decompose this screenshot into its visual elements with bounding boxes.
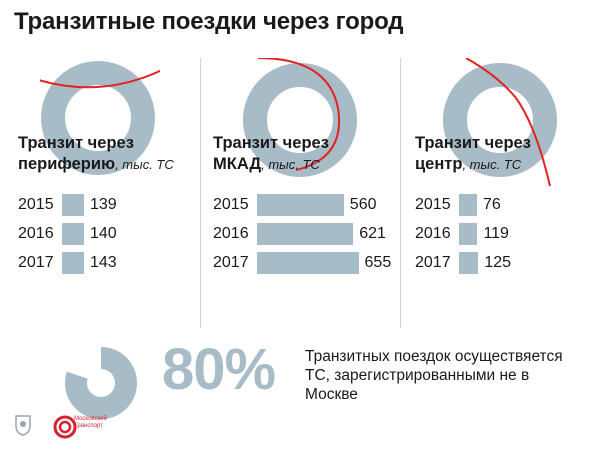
bar: [257, 194, 344, 216]
bar-year-label: 2017: [213, 254, 249, 271]
moscow-coat-of-arms-icon: [15, 415, 31, 436]
transport-logo-icon: [53, 415, 77, 439]
bar-value-label: 119: [483, 225, 509, 242]
chart-title-mkad: Транзит через МКАД, тыс. ТС: [213, 134, 329, 173]
page-title: Транзитные поездки через город: [14, 8, 404, 35]
bar: [257, 223, 354, 245]
bar-value-label: 560: [349, 196, 377, 213]
bar-year-label: 2015: [213, 196, 249, 213]
bar: [62, 252, 84, 274]
bar-value-label: 76: [483, 196, 501, 213]
chart-title-center: Транзит через центр, тыс. ТС: [415, 134, 531, 173]
bar: [459, 252, 479, 274]
bar-year-label: 2016: [415, 225, 451, 242]
transport-logo-text: Московский Транспорт: [74, 416, 107, 429]
bar-value-label: 143: [90, 254, 117, 271]
bar-value-label: 140: [90, 225, 117, 242]
bar: [459, 194, 477, 216]
bar: [459, 223, 478, 245]
bar-year-label: 2017: [415, 254, 451, 271]
bar: [62, 223, 84, 245]
bar-year-label: 2016: [18, 225, 54, 242]
summary-donut-arc: [65, 347, 137, 419]
donut-periphery-icon: [40, 61, 160, 175]
bar-value-label: 139: [90, 196, 117, 213]
chart-title-periphery: Транзит через периферию, тыс. ТС: [18, 134, 174, 173]
summary-donut: [65, 347, 137, 419]
column-divider: [200, 58, 201, 328]
bar-year-label: 2017: [18, 254, 54, 271]
donut-center-icon: [443, 58, 557, 187]
bar-value-label: 125: [484, 254, 512, 271]
bar-year-label: 2015: [18, 196, 54, 213]
bar-value-label: 621: [359, 225, 386, 242]
bar: [62, 194, 84, 216]
bar-year-label: 2015: [415, 196, 451, 213]
bar: [257, 252, 359, 274]
bar-value-label: 655: [364, 254, 392, 271]
summary-note: Транзитных поездок осуществяется ТС, зар…: [305, 348, 563, 403]
bar-year-label: 2016: [213, 225, 249, 242]
column-divider: [400, 58, 401, 328]
donut-mkad-icon: [243, 58, 357, 177]
summary-percent: 80%: [162, 337, 276, 402]
